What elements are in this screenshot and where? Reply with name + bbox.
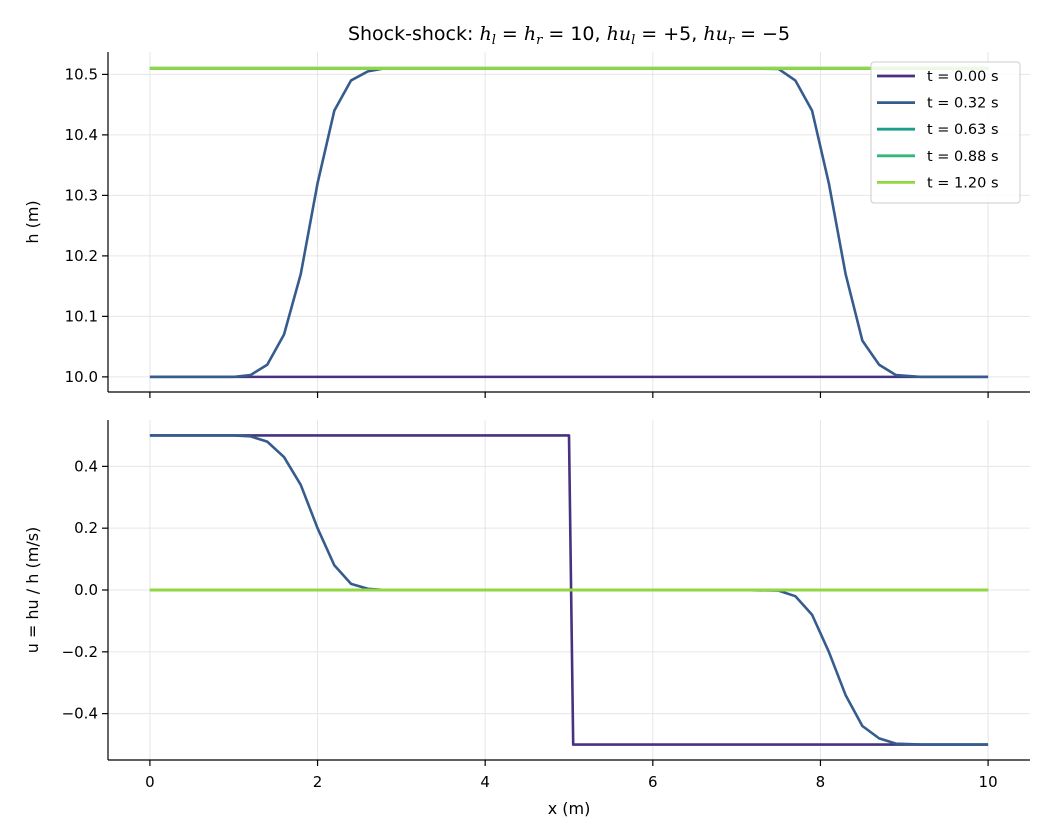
title-val2: = +5,: [635, 23, 703, 45]
bottom-xtick-label: 6: [648, 773, 658, 791]
top-ytick-label: 10.5: [65, 65, 98, 83]
title-r-sub: r: [536, 33, 543, 48]
title-prefix: Shock-shock:: [348, 23, 480, 45]
title-val1: = 10,: [542, 23, 606, 45]
title-l-sub: l: [492, 33, 496, 48]
bottom-ytick-label: 0.2: [74, 519, 98, 537]
bottom-xtick-label: 8: [816, 773, 826, 791]
legend-label-0: t = 0.00 s: [927, 69, 999, 85]
chart-title: Shock-shock: hl = hr = 10, hul = +5, hur…: [348, 23, 790, 48]
legend: t = 0.00 s t = 0.32 s t = 0.63 s t = 0.88 s…: [870, 61, 1021, 204]
bottom-xtick-label: 2: [313, 773, 323, 791]
title-hl: h: [479, 23, 491, 45]
top-ytick-label: 10.4: [65, 126, 98, 144]
title-r-sub2: r: [728, 33, 735, 48]
title-hu1: hu: [607, 23, 631, 45]
top-series-line-1: [149, 67, 989, 379]
title-l-sub2: l: [631, 33, 635, 48]
legend-label-3: t = 0.88 s: [927, 149, 999, 165]
legend-label-1: t = 0.32 s: [927, 96, 999, 112]
top-ylabel: h (m): [23, 200, 42, 243]
bottom-ylabel: u = hu / h (m/s): [23, 527, 42, 654]
top-ytick-label: 10.0: [65, 368, 98, 386]
title-eq: =: [496, 23, 524, 45]
bottom-ytick-label: −0.4: [62, 705, 98, 723]
bottom-xlabel: x (m): [548, 799, 591, 818]
bottom-panel-u: 0.4 0.2 0.0 −0.2 −0.4 0 2 4 6 8 10: [62, 420, 1030, 791]
title-hr: h: [524, 23, 536, 45]
top-ytick-label: 10.2: [65, 247, 98, 265]
title-hu2: hu: [703, 23, 727, 45]
legend-label-2: t = 0.63 s: [927, 122, 999, 138]
title-val3: = −5: [734, 23, 790, 45]
bottom-ytick-label: 0.0: [74, 581, 98, 599]
bottom-ytick-label: 0.4: [74, 457, 98, 475]
bottom-xtick-label: 10: [979, 773, 998, 791]
bottom-xtick-label: 0: [145, 773, 155, 791]
top-ytick-label: 10.1: [65, 307, 98, 325]
legend-box: [870, 61, 1021, 204]
bottom-ytick-label: −0.2: [62, 643, 98, 661]
top-ytick-label: 10.3: [65, 186, 98, 204]
bottom-xtick-label: 4: [480, 773, 490, 791]
legend-label-4: t = 1.20 s: [927, 175, 999, 191]
